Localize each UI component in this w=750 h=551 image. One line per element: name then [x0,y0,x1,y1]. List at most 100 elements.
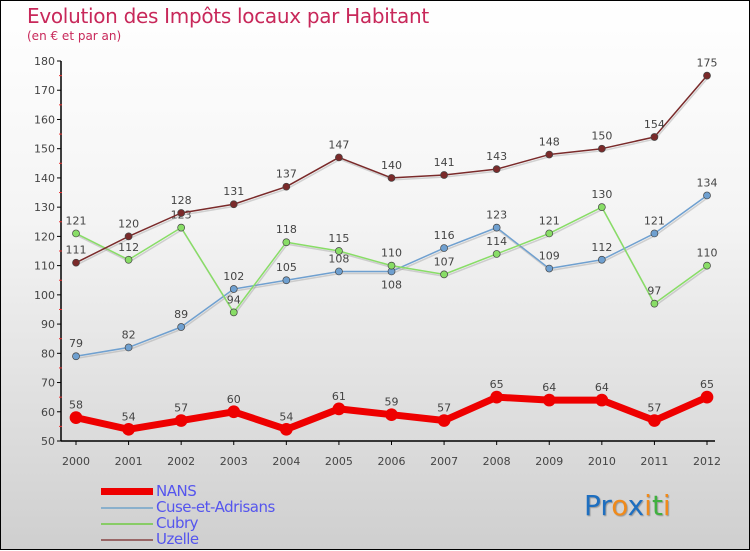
data-point [440,244,448,252]
data-label: 54 [279,410,293,423]
y-tick-label: 140 [34,172,55,185]
series-shadow [76,208,709,316]
data-label: 110 [697,247,718,260]
data-point [545,229,554,238]
proxiti-logo: Proxiti [584,489,671,522]
x-tick-label: 2008 [483,455,511,468]
y-tick-label: 150 [34,143,55,156]
data-point [282,238,291,247]
data-label: 137 [276,168,297,181]
data-point [72,229,80,238]
data-point [335,267,343,276]
y-tick-label: 60 [41,406,55,419]
data-point [492,223,501,232]
data-label: 140 [381,159,402,172]
data-label: 121 [644,214,665,227]
y-tick-label: 50 [41,435,55,448]
data-point [335,247,343,255]
data-point [437,414,451,427]
data-point [69,411,83,424]
data-point [177,323,186,331]
data-point [597,255,606,264]
chart-title: Evolution des Impôts locaux par Habitant [27,4,429,28]
legend-label: NANS [156,482,197,500]
data-point [332,402,346,416]
data-label: 94 [227,293,241,306]
y-tick-label: 130 [34,201,55,214]
data-label: 128 [171,194,192,207]
y-tick-label: 70 [41,377,55,390]
data-point [279,422,293,436]
data-label: 65 [700,378,714,391]
data-point [440,171,448,179]
data-label: 79 [69,337,83,350]
data-point [387,261,396,270]
x-tick-label: 2006 [378,455,406,468]
y-tick-label: 90 [41,318,55,331]
data-label: 143 [486,150,507,163]
y-tick-label: 110 [34,260,55,273]
data-point [597,144,606,153]
data-label: 111 [66,244,87,257]
data-label: 110 [381,247,402,260]
data-label: 97 [647,285,661,298]
x-tick-label: 2002 [167,455,195,468]
data-label: 147 [328,138,349,151]
x-tick-label: 2003 [220,455,248,468]
data-label: 54 [122,410,136,423]
data-label: 120 [118,217,139,230]
data-point [650,299,659,308]
data-label: 108 [381,278,402,291]
legend-label: Cuse-et-Adrisans [156,498,275,516]
data-label: 114 [486,235,507,248]
data-point [490,390,504,404]
y-tick-label: 100 [34,289,55,302]
data-label: 65 [490,378,504,391]
data-point [335,153,343,162]
data-point [72,258,80,267]
data-label: 64 [542,381,556,394]
data-label: 102 [223,270,244,283]
x-tick-label: 2010 [588,455,616,468]
data-label: 107 [434,255,455,268]
data-point [122,422,135,436]
x-tick-label: 2005 [325,455,353,468]
data-point [650,133,659,141]
data-label: 57 [437,402,451,415]
data-label: 57 [647,402,661,415]
data-label: 58 [69,399,83,412]
data-label: 109 [539,250,560,263]
data-point [545,150,554,159]
data-point [492,165,501,174]
series-line-Cubry [75,206,708,314]
legend-label: Cubry [156,514,199,532]
data-label: 116 [434,229,455,242]
data-point [700,390,714,404]
legend-swatch [101,488,153,495]
data-point [703,71,711,80]
data-point [124,343,133,352]
data-label: 105 [276,261,297,274]
chart-subtitle: (en € et par an) [27,29,122,43]
data-point [282,276,291,285]
x-tick-label: 2011 [640,455,668,468]
data-point [282,182,291,191]
data-point [177,223,186,232]
x-tick-label: 2000 [62,455,90,468]
data-label: 112 [591,241,612,254]
data-label: 82 [122,328,136,341]
data-point [124,255,133,264]
x-tick-label: 2004 [272,455,300,468]
y-tick-label: 120 [34,230,55,243]
data-point [174,414,188,427]
y-tick-label: 160 [34,113,55,126]
data-label: 121 [66,214,87,227]
data-point [177,209,186,217]
data-point [597,203,606,212]
data-label: 148 [539,136,560,149]
data-point [124,232,133,241]
x-tick-label: 2009 [535,455,563,468]
legend-label: Uzelle [156,530,199,548]
x-tick-label: 2001 [115,455,143,468]
data-label: 64 [595,381,609,394]
